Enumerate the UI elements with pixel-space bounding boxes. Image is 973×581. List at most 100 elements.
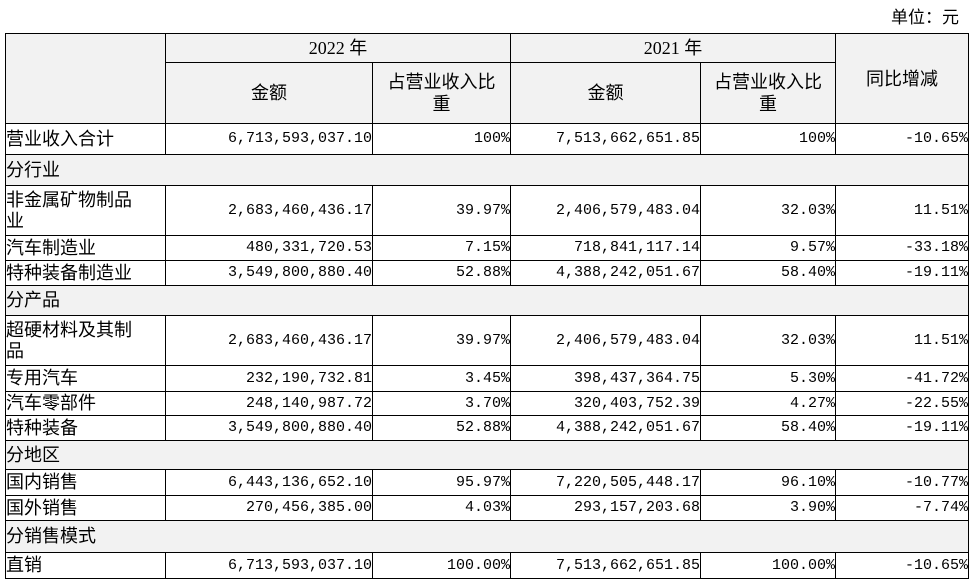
row-label-cell: 专用汽车 xyxy=(5,365,166,392)
amount-2021-cell: 4,388,242,051.67 xyxy=(510,415,701,441)
ratio-2021-cell: 32.03% xyxy=(700,315,836,366)
ratio-2022-cell: 3.45% xyxy=(372,365,511,392)
row-label: 国外销售 xyxy=(6,497,79,518)
yoy-change-cell: -7.74% xyxy=(835,495,969,521)
yoy-change-header: 同比增减 xyxy=(835,33,969,124)
amount-2022-cell: 3,549,800,880.40 xyxy=(165,415,373,441)
amount-2022-cell: 2,683,460,436.17 xyxy=(165,185,373,236)
header-row-years: 2022 年 2021 年 同比增减 xyxy=(5,33,969,124)
table-body: 营业收入合计 6,713,593,037.10 100% 7,513,662,6… xyxy=(5,123,969,579)
ratio-2022-cell: 100% xyxy=(372,123,511,155)
table-row: 直销 6,713,593,037.10 100.00% 7,513,662,65… xyxy=(5,552,969,579)
amount-2022-cell: 232,190,732.81 xyxy=(165,365,373,392)
amount-2022-header: 金额 xyxy=(165,62,373,124)
table-row: 国内销售 6,443,136,652.10 95.97% 7,220,505,4… xyxy=(5,469,969,496)
table-row: 汽车零部件 248,140,987.72 3.70% 320,403,752.3… xyxy=(5,391,969,416)
ratio-2022-header: 占营业收入比重 xyxy=(387,72,496,114)
row-label-cell: 特种装备 xyxy=(5,415,166,441)
section-title-cell: 分地区 xyxy=(5,440,969,470)
ratio-2021-cell: 4.27% xyxy=(700,391,836,416)
row-label-cell: 国内销售 xyxy=(5,469,166,496)
yoy-change-cell: -10.65% xyxy=(835,552,969,579)
amount-2021-cell: 2,406,579,483.04 xyxy=(510,185,701,236)
yoy-change-cell: -33.18% xyxy=(835,235,969,261)
row-label-cell: 特种装备制造业 xyxy=(5,260,166,286)
amount-2021-cell: 7,220,505,448.17 xyxy=(510,469,701,496)
row-label: 国内销售 xyxy=(6,472,79,492)
ratio-2021-cell: 32.03% xyxy=(700,185,836,236)
row-label: 汽车制造业 xyxy=(6,237,97,258)
ratio-2021-cell: 100% xyxy=(700,123,836,155)
ratio-2022-cell: 100.00% xyxy=(372,552,511,579)
ratio-2021-header-cell: 占营业收入比重 xyxy=(700,62,836,124)
ratio-2022-cell: 39.97% xyxy=(372,185,511,236)
amount-2022-cell: 3,549,800,880.40 xyxy=(165,260,373,286)
amount-2022-cell: 6,443,136,652.10 xyxy=(165,469,373,496)
row-label: 专用汽车 xyxy=(6,368,79,388)
table-row: 专用汽车 232,190,732.81 3.45% 398,437,364.75… xyxy=(5,365,969,392)
table-row: 特种装备 3,549,800,880.40 52.88% 4,388,242,0… xyxy=(5,415,969,441)
ratio-2022-cell: 7.15% xyxy=(372,235,511,261)
row-label: 特种装备制造业 xyxy=(6,262,133,283)
section-title: 分产品 xyxy=(6,290,61,310)
section-header-row: 分销售模式 xyxy=(5,520,969,553)
row-label: 汽车零部件 xyxy=(6,393,97,413)
ratio-2021-cell: 58.40% xyxy=(700,415,836,441)
ratio-2022-cell: 52.88% xyxy=(372,260,511,286)
ratio-2022-cell: 4.03% xyxy=(372,495,511,521)
amount-2022-cell: 2,683,460,436.17 xyxy=(165,315,373,366)
ratio-2022-header-cell: 占营业收入比重 xyxy=(372,62,511,124)
ratio-2021-cell: 9.57% xyxy=(700,235,836,261)
yoy-change-cell: -22.55% xyxy=(835,391,969,416)
ratio-2022-cell: 3.70% xyxy=(372,391,511,416)
header-row-columns: 金额 占营业收入比重 金额 占营业收入比重 xyxy=(6,62,969,124)
yoy-change-cell: 11.51% xyxy=(835,315,969,366)
section-title-cell: 分销售模式 xyxy=(5,520,969,553)
amount-2021-cell: 4,388,242,051.67 xyxy=(510,260,701,286)
amount-2022-cell: 6,713,593,037.10 xyxy=(165,552,373,579)
row-label: 非金属矿物制品业 xyxy=(6,189,133,231)
yoy-change-cell: 11.51% xyxy=(835,185,969,236)
amount-2022-cell: 248,140,987.72 xyxy=(165,391,373,416)
section-title-cell: 分产品 xyxy=(5,285,969,316)
ratio-2021-cell: 96.10% xyxy=(700,469,836,496)
revenue-breakdown-table: 2022 年 2021 年 同比增减 金额 占营业收入比重 金额 占营业收入比重… xyxy=(5,33,969,579)
amount-2021-cell: 293,157,203.68 xyxy=(510,495,701,521)
amount-2021-cell: 7,513,662,651.85 xyxy=(510,123,701,155)
row-label: 直销 xyxy=(6,555,43,575)
ratio-2022-cell: 52.88% xyxy=(372,415,511,441)
row-label-cell: 国外销售 xyxy=(5,495,166,521)
ratio-2021-cell: 3.90% xyxy=(700,495,836,521)
table-row: 非金属矿物制品业 2,683,460,436.17 39.97% 2,406,5… xyxy=(5,185,969,236)
row-label-cell: 非金属矿物制品业 xyxy=(5,185,166,236)
unit-label: 单位：元 xyxy=(891,8,959,27)
amount-2021-cell: 7,513,662,651.85 xyxy=(510,552,701,579)
table-row: 国外销售 270,456,385.00 4.03% 293,157,203.68… xyxy=(5,495,969,521)
table-header: 2022 年 2021 年 同比增减 金额 占营业收入比重 金额 占营业收入比重 xyxy=(5,33,969,124)
row-label-cell: 汽车制造业 xyxy=(5,235,166,261)
row-label-cell: 超硬材料及其制品 xyxy=(5,315,166,366)
yoy-change-cell: -19.11% xyxy=(835,415,969,441)
row-label-cell: 直销 xyxy=(5,552,166,579)
amount-2022-cell: 6,713,593,037.10 xyxy=(165,123,373,155)
table-row: 超硬材料及其制品 2,683,460,436.17 39.97% 2,406,5… xyxy=(5,315,969,366)
year-2021-header: 2021 年 xyxy=(510,33,836,63)
ratio-2022-cell: 39.97% xyxy=(372,315,511,366)
row-label-cell: 汽车零部件 xyxy=(5,391,166,416)
amount-2021-cell: 718,841,117.14 xyxy=(510,235,701,261)
ratio-2021-header: 占营业收入比重 xyxy=(714,72,822,114)
yoy-change-cell: -10.77% xyxy=(835,469,969,496)
row-label: 营业收入合计 xyxy=(6,128,115,149)
section-header-row: 分地区 xyxy=(5,440,969,470)
row-label: 特种装备 xyxy=(6,417,79,438)
year-2022-header: 2022 年 xyxy=(165,33,511,63)
amount-2021-cell: 320,403,752.39 xyxy=(510,391,701,416)
ratio-2021-cell: 100.00% xyxy=(700,552,836,579)
amount-2022-cell: 480,331,720.53 xyxy=(165,235,373,261)
section-header-row: 分行业 xyxy=(5,154,969,186)
yoy-change-cell: -41.72% xyxy=(835,365,969,392)
amount-2021-cell: 2,406,579,483.04 xyxy=(510,315,701,366)
total-revenue-row: 营业收入合计 6,713,593,037.10 100% 7,513,662,6… xyxy=(5,123,969,155)
yoy-change-cell: -10.65% xyxy=(835,123,969,155)
ratio-2022-cell: 95.97% xyxy=(372,469,511,496)
